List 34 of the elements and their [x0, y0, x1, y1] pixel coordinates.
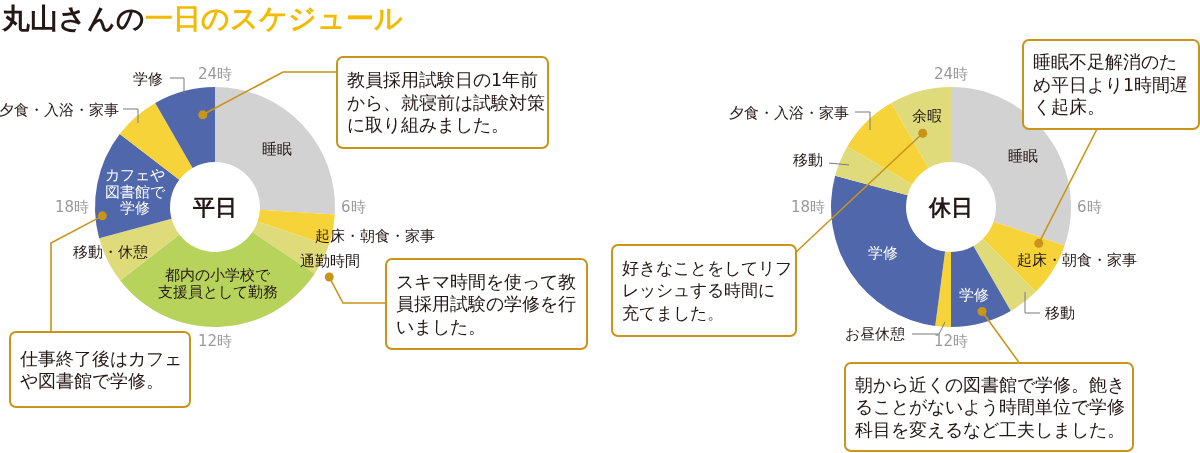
- callout-text: 教員採用試験日の1年前から、就寝前は試験対策に取り組みました。: [347, 70, 545, 136]
- slice-label: 夕食・入浴・家事: [0, 102, 119, 118]
- clock-label: 24時: [933, 65, 969, 83]
- slice-label: 睡眠: [261, 140, 292, 159]
- clock-label: 12時: [197, 332, 233, 350]
- clock-label: 6時: [341, 198, 366, 216]
- slice-label: 起床・朝食・家事: [1017, 252, 1137, 268]
- slice-label: 起床・朝食・家事: [315, 228, 435, 244]
- callout-text: 朝から近くの図書館で学修。飽きることがないよう時間単位で学修科目を変えるなど工夫しました。: [855, 374, 1125, 440]
- slice-label: カフェや図書館で学修: [104, 166, 165, 218]
- callout-text: スキマ時間を使って教員採用試験の学修を行いました。: [396, 271, 576, 337]
- slice-label: 移動: [793, 152, 823, 168]
- subtitle: 平日: [193, 194, 237, 220]
- clock-label: 24時: [197, 65, 233, 83]
- clock-label: 18時: [54, 198, 89, 216]
- slice-label: 学修: [133, 71, 163, 87]
- clock-label: 18時: [790, 198, 825, 216]
- slice-label: 睡眠: [1007, 147, 1038, 166]
- callout-text: 仕事終了後はカフェや図書館で学修。: [20, 348, 182, 392]
- slice-label: 学修: [867, 243, 898, 262]
- clock-label: 12時: [933, 332, 969, 350]
- slice-label: 移動・休憩: [72, 244, 148, 260]
- slice-label: 通勤時間: [300, 253, 360, 269]
- slice-label: 余暇: [911, 106, 942, 125]
- title: 丸山さんの一日のスケジュール: [2, 2, 403, 35]
- callout-text: 睡眠不足解消のため平日より1時間遅く起床。: [1033, 52, 1189, 118]
- subtitle: 休日: [929, 194, 973, 220]
- slice-label: 学修: [959, 286, 990, 305]
- slice-label: 夕食・入浴・家事: [729, 105, 849, 121]
- slice-label: 移動: [1045, 305, 1075, 321]
- slice-label: 都内の小学校で支援員として勤務: [157, 266, 278, 301]
- callout-text: 好きなことをしてリフレッシュする時間に充てました。: [622, 258, 792, 323]
- clock-label: 6時: [1077, 198, 1102, 216]
- slice-label: お昼休憩: [845, 326, 905, 342]
